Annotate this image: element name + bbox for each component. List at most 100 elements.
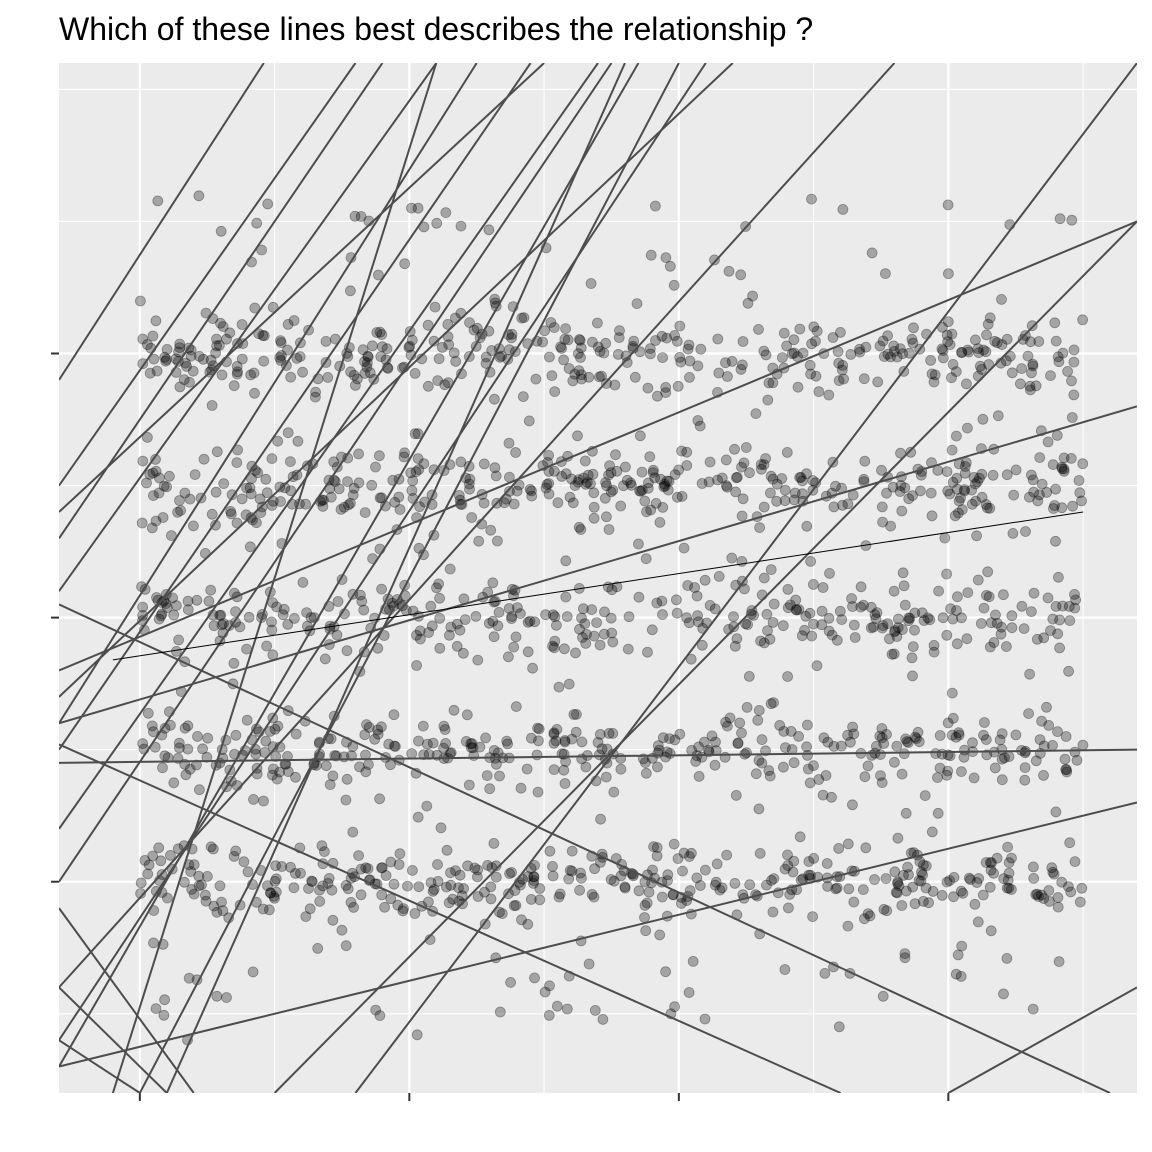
- data-point: [432, 375, 444, 387]
- data-point: [496, 350, 507, 362]
- data-point: [966, 498, 978, 510]
- data-point: [722, 720, 733, 732]
- data-point: [389, 496, 401, 508]
- data-point: [788, 347, 800, 359]
- data-point: [808, 618, 819, 630]
- data-point: [1006, 852, 1017, 864]
- data-point: [834, 605, 846, 617]
- data-point: [168, 777, 180, 789]
- data-point: [1068, 356, 1080, 368]
- data-point: [142, 868, 154, 880]
- data-point: [796, 630, 808, 642]
- data-point: [1061, 764, 1072, 776]
- data-point: [896, 900, 908, 911]
- data-point: [230, 729, 242, 741]
- data-point: [806, 193, 817, 205]
- data-point: [1027, 1003, 1039, 1015]
- data-point: [951, 472, 963, 484]
- data-point: [406, 485, 418, 496]
- data-point: [159, 994, 171, 1006]
- data-point: [1027, 360, 1039, 372]
- data-point: [561, 1003, 573, 1015]
- data-point: [881, 487, 892, 499]
- data-point: [635, 485, 647, 497]
- data-point: [927, 886, 939, 897]
- data-point: [147, 726, 159, 738]
- data-point: [579, 455, 591, 467]
- data-point: [374, 1010, 386, 1021]
- data-point: [503, 344, 515, 356]
- data-point: [937, 345, 949, 356]
- data-point: [1006, 622, 1018, 634]
- data-point: [709, 603, 721, 615]
- data-point: [941, 876, 953, 888]
- data-point: [1074, 896, 1086, 908]
- data-point: [393, 491, 405, 503]
- data-point: [506, 613, 517, 624]
- candidate-line: [111, 63, 438, 1093]
- data-point: [466, 512, 478, 523]
- data-point: [184, 376, 195, 388]
- data-point: [942, 765, 954, 777]
- data-point: [300, 498, 312, 510]
- data-point: [766, 875, 777, 886]
- candidate-line: [165, 63, 626, 1093]
- data-point: [1026, 606, 1037, 617]
- data-point: [259, 747, 271, 758]
- data-point: [664, 733, 675, 744]
- data-point: [231, 517, 243, 529]
- data-point: [710, 736, 721, 748]
- data-point: [682, 343, 694, 355]
- data-point: [657, 352, 668, 364]
- data-point: [361, 719, 372, 730]
- data-point: [510, 900, 522, 911]
- data-point: [821, 858, 833, 869]
- data-point: [284, 456, 296, 468]
- data-point: [294, 351, 306, 363]
- data-point: [643, 886, 655, 898]
- data-point: [899, 599, 911, 611]
- data-point: [876, 732, 888, 744]
- data-point: [603, 728, 615, 739]
- data-point: [543, 488, 555, 500]
- candidate-line: [59, 748, 1137, 764]
- data-point: [236, 353, 248, 365]
- data-point: [1017, 333, 1029, 345]
- data-point: [1050, 535, 1061, 547]
- data-point: [906, 333, 918, 345]
- data-point: [522, 918, 534, 930]
- data-point: [904, 347, 915, 359]
- data-point: [928, 376, 940, 388]
- data-point: [942, 316, 954, 328]
- data-point: [681, 612, 692, 624]
- data-point: [522, 616, 534, 628]
- data-point: [459, 614, 471, 625]
- data-point: [898, 580, 910, 592]
- candidate-line: [273, 220, 1137, 1093]
- data-point: [944, 875, 955, 886]
- data-point: [217, 321, 229, 332]
- data-point: [578, 603, 589, 615]
- data-point: [767, 906, 779, 918]
- data-point: [573, 521, 585, 533]
- data-point: [703, 476, 715, 488]
- data-point: [1045, 625, 1056, 636]
- data-point: [859, 913, 870, 925]
- data-point: [454, 624, 466, 636]
- data-point: [163, 470, 175, 482]
- data-point: [524, 615, 536, 627]
- data-point: [306, 875, 318, 887]
- data-point: [969, 898, 981, 910]
- data-point: [640, 553, 652, 565]
- data-point: [303, 883, 314, 894]
- data-point: [662, 869, 674, 881]
- data-point: [537, 336, 548, 348]
- data-point: [1045, 370, 1056, 382]
- data-point: [876, 723, 888, 734]
- data-point: [305, 612, 317, 623]
- data-point: [238, 856, 250, 868]
- data-point: [1052, 892, 1064, 903]
- data-point: [889, 866, 901, 878]
- data-point: [836, 364, 848, 376]
- data-point: [146, 720, 158, 732]
